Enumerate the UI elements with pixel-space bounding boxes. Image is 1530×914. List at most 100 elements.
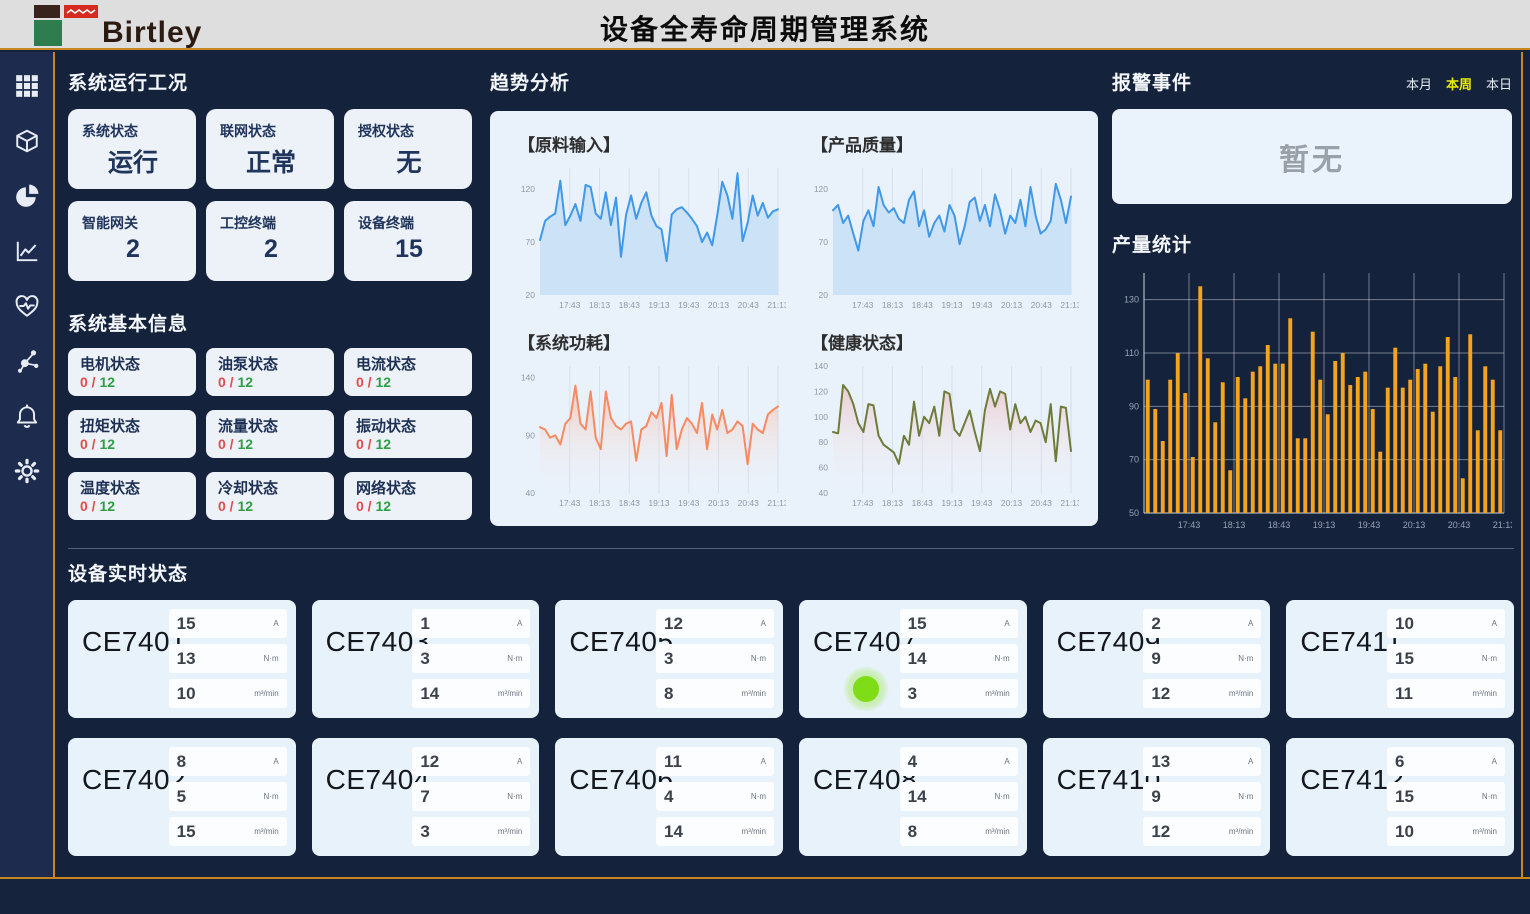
line-chart-icon[interactable] <box>13 237 41 265</box>
device-unit: N·m <box>507 654 523 663</box>
device-name: CE7412 <box>1300 764 1405 795</box>
svg-text:50: 50 <box>1129 508 1139 518</box>
device-card[interactable]: CE7411 10 A 15 N·m 11 m³/min <box>1286 600 1514 718</box>
device-value-row: 3 N·m <box>656 644 774 673</box>
grid-icon[interactable] <box>13 72 41 100</box>
svg-text:18:13: 18:13 <box>589 300 611 310</box>
trend-charts-card: 【原料输入】 17:43 18:13 18:43 19:13 19:43 20:13 20:… <box>490 111 1098 526</box>
info-card[interactable]: 温度状态 0 / 12 <box>68 472 196 520</box>
status-card[interactable]: 系统状态 运行 <box>68 109 196 189</box>
logo-brown-block <box>34 5 60 18</box>
count-total: 12 <box>237 374 254 390</box>
gear-icon[interactable] <box>13 457 41 485</box>
info-card[interactable]: 电流状态 0 / 12 <box>344 348 472 396</box>
chart-title-quality: 【产品质量】 <box>811 136 913 155</box>
device-name: CE7402 <box>82 764 187 795</box>
device-name: CE7401 <box>82 626 187 657</box>
alarm-tab[interactable]: 本周 <box>1445 77 1472 92</box>
status-card[interactable]: 智能网关 2 <box>68 201 196 281</box>
status-card[interactable]: 授权状态无 <box>344 109 472 189</box>
device-unit: m³/min <box>1228 827 1254 836</box>
count-total: 12 <box>99 498 116 514</box>
svg-text:21:13: 21:13 <box>1060 300 1079 310</box>
info-card[interactable]: 扭矩状态 0 / 12 <box>68 410 196 458</box>
device-unit: m³/min <box>1472 827 1497 836</box>
svg-text:40: 40 <box>526 488 536 498</box>
system-info-title: 系统基本信息 <box>68 314 189 335</box>
svg-text:21:13: 21:13 <box>767 498 786 508</box>
info-card[interactable]: 油泵状态 0 / 12 <box>206 348 334 396</box>
status-card[interactable]: 工控终端 2 <box>206 201 334 281</box>
device-card[interactable]: CE7409 2 A 9 N·m 12 m³/min <box>1042 600 1271 718</box>
svg-text:130: 130 <box>1124 295 1139 305</box>
bell-icon[interactable] <box>13 402 41 430</box>
device-card[interactable]: CE7401 15 A 13 N·m 10 m³/min <box>68 600 296 718</box>
alarm-tab[interactable]: 本月 <box>1405 77 1432 92</box>
svg-text:18:43: 18:43 <box>1268 520 1291 530</box>
device-card[interactable]: CE7402 8 A 5 N·m 15 m³/min <box>68 738 296 856</box>
info-card[interactable]: 流量状态 0 / 12 <box>206 410 334 458</box>
pie-chart-icon[interactable] <box>13 182 41 210</box>
device-values: 4 A 14 N·m 8 m³/min <box>899 747 1018 846</box>
info-card[interactable]: 冷却状态 0 / 12 <box>206 472 334 520</box>
status-card-value: 运行 <box>107 149 158 177</box>
device-value: 3 <box>420 648 430 668</box>
svg-text:17:43: 17:43 <box>559 300 581 310</box>
device-value-row: 15 A <box>168 609 287 638</box>
trend-analysis-title: 趋势分析 <box>490 73 571 94</box>
status-card[interactable]: 设备终端 15 <box>344 201 472 281</box>
raw-input-chart: 17:43 18:13 18:43 19:13 19:43 20:13 20:43 21:13… <box>521 168 786 310</box>
count-current: 0 <box>80 436 88 452</box>
trend-cell: 【原料输入】 17:43 18:13 18:43 19:13 19:43 20:13 20:… <box>502 125 795 323</box>
health-status-chart: 17:43 18:13 18:43 19:13 19:43 20:13 20:43 21:13… <box>814 361 1079 508</box>
svg-text:18:13: 18:13 <box>589 498 611 508</box>
trend-cell: 【健康状态】 17:43 18:13 18:43 19:13 19:43 20:13 20:… <box>795 323 1088 521</box>
alarm-tab[interactable]: 本日 <box>1485 77 1512 92</box>
info-card-count: 0 / 12 <box>218 436 322 452</box>
alarm-empty-text: 暂无 <box>1279 143 1345 177</box>
info-card[interactable]: 网络状态 0 / 12 <box>344 472 472 520</box>
device-value: 3 <box>420 821 430 841</box>
device-value: 9 <box>1151 786 1161 806</box>
system-status-title: 系统运行工况 <box>68 73 189 94</box>
device-values: 10 A 15 N·m 11 m³/min <box>1387 609 1505 708</box>
device-card[interactable]: CE7404 12 A 7 N·m 3 m³/min <box>311 738 540 856</box>
device-value-row: 13 N·m <box>168 644 287 673</box>
device-name: CE7405 <box>569 626 674 657</box>
count-total: 12 <box>99 436 116 452</box>
svg-text:110: 110 <box>1125 348 1139 358</box>
device-value: 2 <box>1151 613 1161 633</box>
device-value-row: 10 m³/min <box>168 679 287 708</box>
device-value-row: 12 m³/min <box>1143 679 1262 708</box>
device-card[interactable]: CE7408 4 A 14 N·m 8 m³/min <box>799 738 1027 856</box>
info-card-count: 0 / 12 <box>218 498 322 514</box>
count-separator: / <box>225 374 238 390</box>
system-status-panel: 系统运行工况 系统状态 运行 联网状态 正常 授权状态无智能网关 2 工控终端 2 设备终端 15… <box>68 68 472 520</box>
count-separator: / <box>363 436 376 452</box>
device-card[interactable]: CE7410 13 A 9 N·m 12 m³/min <box>1042 738 1271 856</box>
info-card-label: 冷却状态 <box>218 480 279 497</box>
count-separator: / <box>225 498 238 514</box>
device-card[interactable]: CE7405 12 A 3 N·m 8 m³/min <box>555 600 783 718</box>
device-name: CE7406 <box>569 764 674 795</box>
count-current: 0 <box>356 436 364 452</box>
network-icon[interactable] <box>13 347 41 375</box>
device-card[interactable]: CE7412 6 A 15 N·m 10 m³/min <box>1286 738 1514 856</box>
device-unit: m³/min <box>497 689 523 698</box>
production-title: 产量统计 <box>1112 235 1193 256</box>
heart-pulse-icon[interactable] <box>13 292 41 320</box>
svg-text:20:43: 20:43 <box>738 498 760 508</box>
alarm-title: 报警事件 <box>1112 73 1193 94</box>
device-card[interactable]: CE7403 1 A 3 N·m 14 m³/min <box>311 600 540 718</box>
device-value: 3 <box>664 648 674 668</box>
status-card[interactable]: 联网状态 正常 <box>206 109 334 189</box>
device-value-row: 12 A <box>656 609 774 638</box>
device-card[interactable]: CE7406 11 A 4 N·m 14 m³/min <box>555 738 783 856</box>
svg-text:20:43: 20:43 <box>1031 300 1053 310</box>
device-value: 14 <box>907 648 927 668</box>
cube-icon[interactable] <box>13 127 41 155</box>
info-card[interactable]: 电机状态 0 / 12 <box>68 348 196 396</box>
device-card[interactable]: CE7407 15 A 14 N·m 3 m³/min <box>799 600 1027 718</box>
info-card[interactable]: 振动状态 0 / 12 <box>344 410 472 458</box>
svg-text:19:43: 19:43 <box>678 498 700 508</box>
